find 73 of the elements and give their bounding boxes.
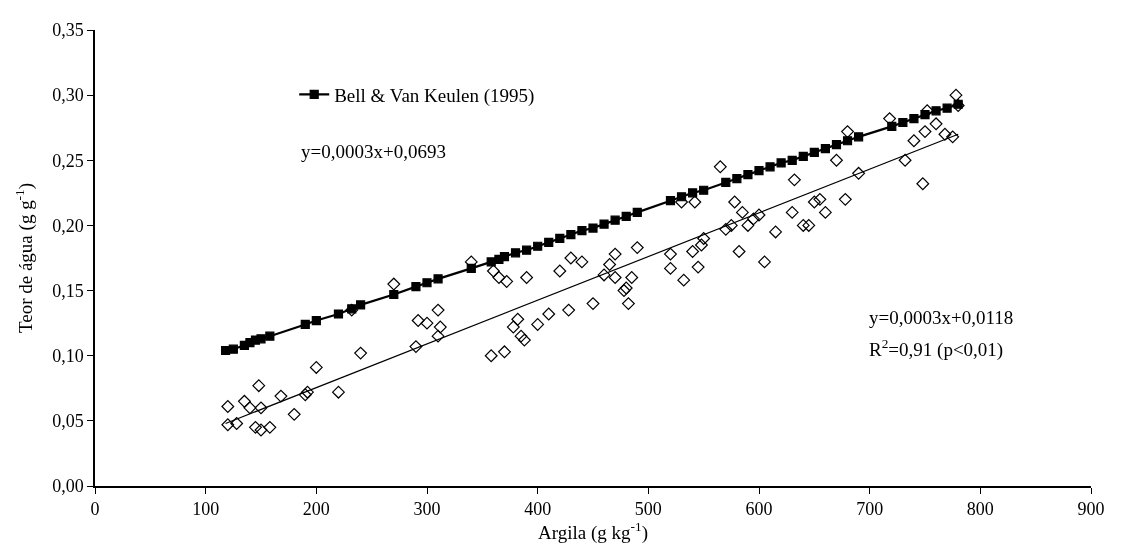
point xyxy=(887,121,897,132)
point xyxy=(555,233,565,244)
x-tick-label: 900 xyxy=(1077,499,1105,520)
point xyxy=(486,257,496,267)
point xyxy=(942,103,952,113)
point xyxy=(533,241,543,251)
point xyxy=(228,344,238,354)
point xyxy=(588,223,598,233)
point xyxy=(953,99,963,109)
point xyxy=(466,263,476,274)
x-tick-label: 300 xyxy=(413,499,441,520)
x-tick-label: 400 xyxy=(524,499,552,520)
x-tick-label: 600 xyxy=(745,499,773,520)
point xyxy=(842,136,853,146)
point xyxy=(422,278,432,288)
y-tick-label: 0,05 xyxy=(52,411,84,432)
point xyxy=(632,207,642,217)
x-tick-label: 200 xyxy=(302,499,330,520)
annotation: R$^{2}$=0,91 (p<0,01) xyxy=(869,336,1004,361)
point xyxy=(931,106,941,116)
x-tick-label: 100 xyxy=(192,499,220,520)
y-tick-label: 0,30 xyxy=(52,85,84,106)
point xyxy=(499,252,510,262)
annotation: y=0,0003x+0,0118 xyxy=(869,307,1014,328)
point xyxy=(311,315,321,326)
point xyxy=(389,289,399,300)
x-tick-label: 800 xyxy=(966,499,994,520)
x-tick-label: 0 xyxy=(90,499,100,520)
point xyxy=(610,215,620,225)
point xyxy=(831,140,842,150)
x-tick-label: 500 xyxy=(634,499,662,520)
point xyxy=(765,162,775,172)
point xyxy=(776,158,786,168)
y-tick-label: 0,15 xyxy=(52,280,84,301)
point xyxy=(577,226,587,236)
y-tick-label: 0,10 xyxy=(52,346,84,367)
point xyxy=(256,334,266,344)
point xyxy=(621,211,631,221)
point xyxy=(566,229,576,240)
y-tick-label: 0,25 xyxy=(52,150,84,171)
y-tick-label: 0,00 xyxy=(52,476,84,497)
point xyxy=(599,219,609,229)
point xyxy=(699,185,709,195)
point xyxy=(732,173,742,184)
point xyxy=(787,155,797,165)
point xyxy=(909,113,919,124)
point xyxy=(820,143,830,154)
x-axis-title: Argila (g kg$^{-1}$) xyxy=(538,519,648,545)
point xyxy=(522,245,532,255)
point xyxy=(754,166,764,176)
y-tick-label: 0,35 xyxy=(52,20,84,41)
point xyxy=(411,282,421,292)
point xyxy=(743,170,753,180)
point xyxy=(920,110,930,120)
point xyxy=(665,196,676,206)
point xyxy=(433,274,443,284)
point xyxy=(898,117,908,128)
legend-label: Bell & Van Keulen (1995) xyxy=(334,84,535,107)
point xyxy=(798,151,808,161)
point xyxy=(265,331,275,341)
point xyxy=(809,147,819,158)
annotation: y=0,0003x+0,0693 xyxy=(301,141,446,162)
point xyxy=(300,319,310,330)
point xyxy=(721,177,731,188)
y-tick-label: 0,20 xyxy=(52,215,84,236)
x-tick-label: 700 xyxy=(856,499,884,520)
point xyxy=(854,132,864,142)
point xyxy=(333,309,344,319)
point xyxy=(356,300,366,310)
point xyxy=(676,192,687,202)
point xyxy=(510,248,521,258)
point xyxy=(688,188,698,198)
point xyxy=(544,237,554,247)
